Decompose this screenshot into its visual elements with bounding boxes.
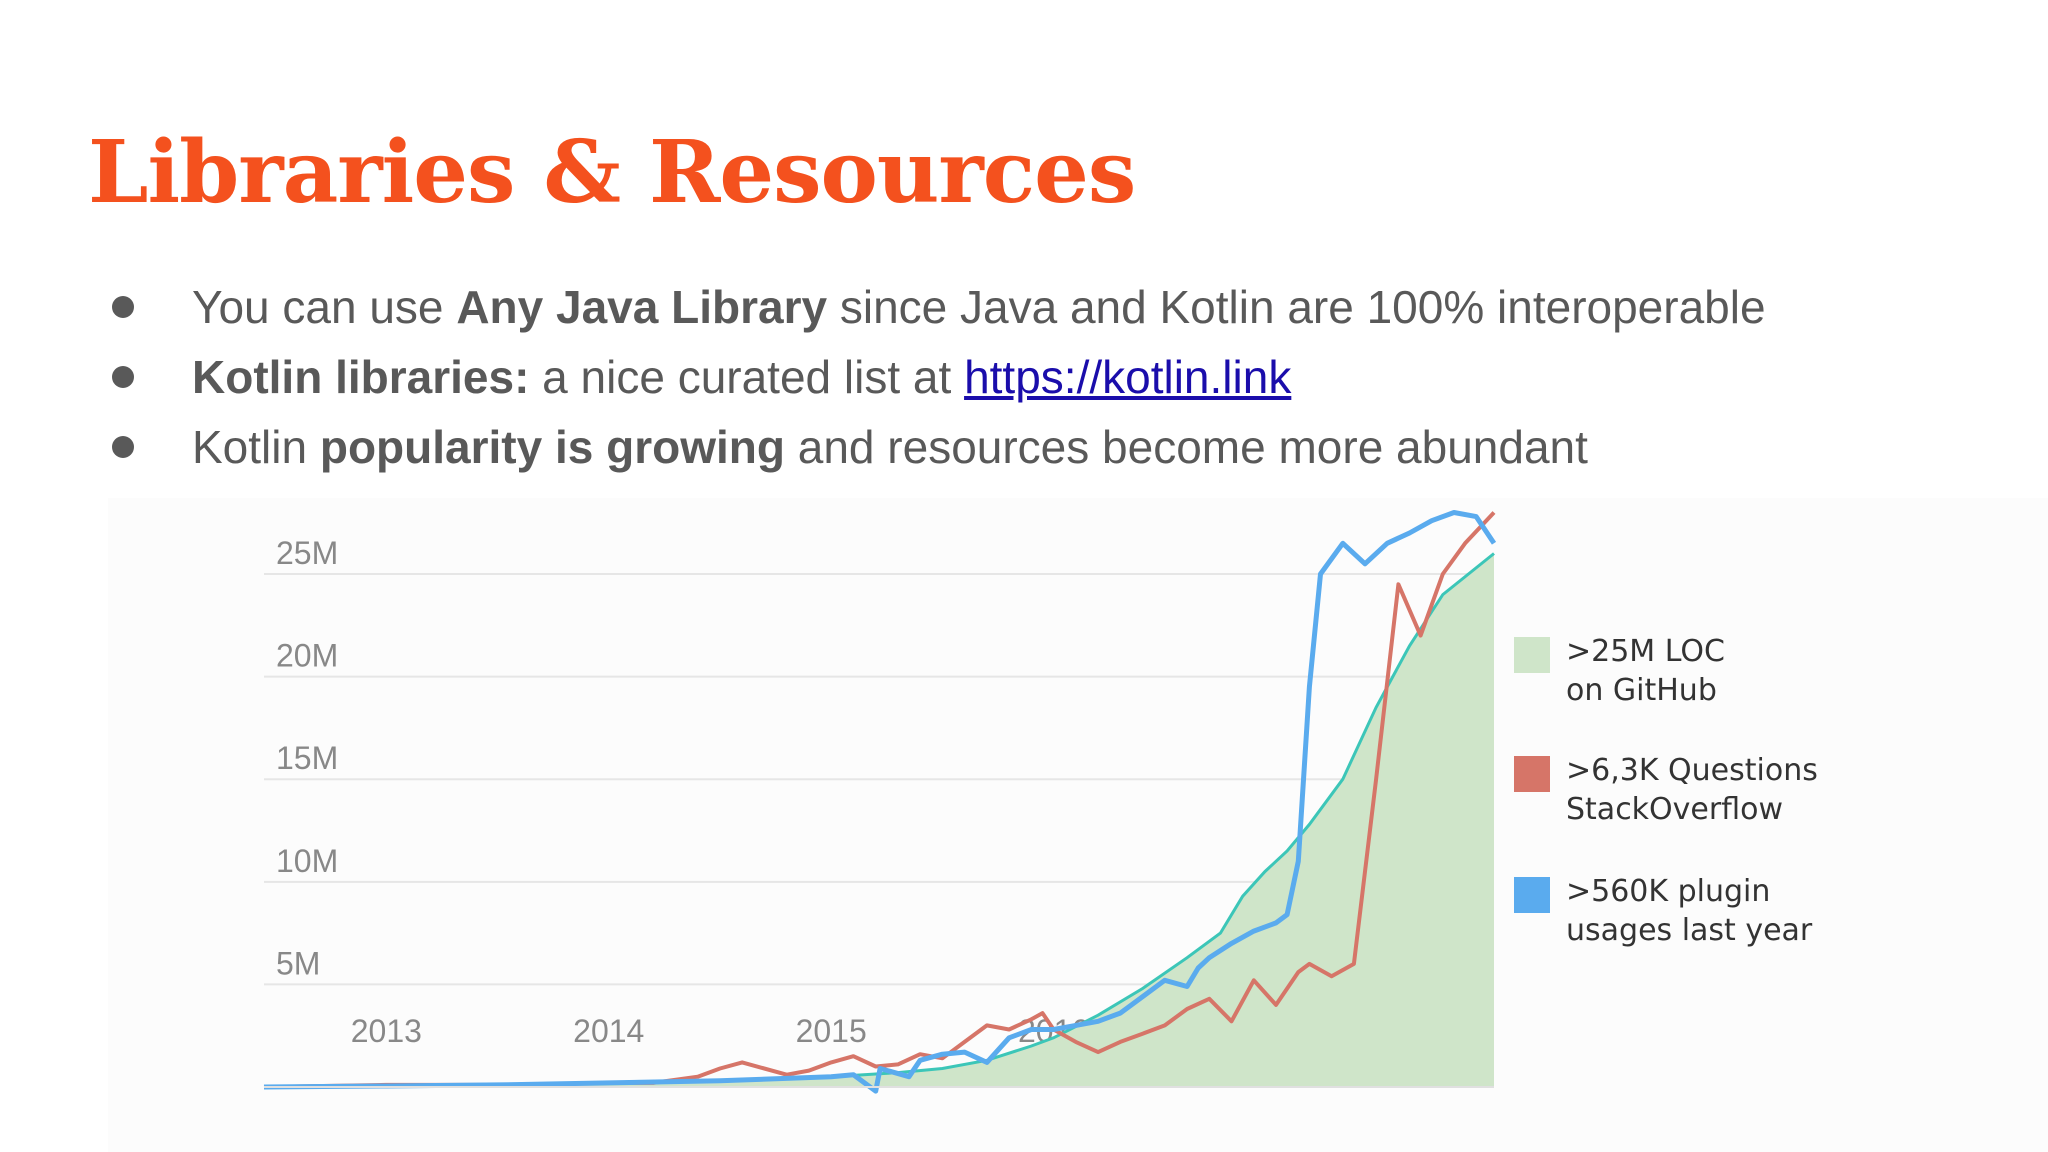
bullet-list: You can use Any Java Library since Java … [0, 272, 2048, 482]
bullet-text-part: You can use [192, 281, 457, 333]
bullet-text: Kotlin libraries: a nice curated list at… [192, 342, 1291, 412]
bullet-dot-icon [112, 366, 134, 388]
series-line [263, 510, 1497, 1094]
bullet-item: You can use Any Java Library since Java … [0, 272, 2048, 342]
y-tick-label: 25M [276, 535, 338, 571]
popularity-chart: 5M10M15M20M25M20132014201520162017>25M L… [263, 510, 1818, 1094]
y-tick-label: 5M [276, 945, 320, 981]
y-tick-label: 20M [276, 638, 338, 674]
legend-swatch [1514, 756, 1550, 792]
legend-swatch [1514, 637, 1550, 673]
bullet-text-part: a nice curated list at [529, 351, 965, 403]
legend-label: usages last year [1566, 913, 1813, 948]
legend-label: >560K plugin [1566, 874, 1770, 909]
legend-label: >6,3K Questions [1566, 753, 1818, 788]
bullet-dot-icon [112, 296, 134, 318]
chart-panel: 5M10M15M20M25M20132014201520162017>25M L… [108, 498, 2048, 1152]
slide-title: Libraries & Resources [88, 122, 1136, 223]
series-line [263, 511, 1496, 1089]
bullet-emphasis: Kotlin libraries: [192, 351, 530, 403]
series-area-fill [264, 553, 1494, 1087]
bullet-text: You can use Any Java Library since Java … [192, 272, 1766, 342]
bullet-text-part: since Java and Kotlin are 100% interoper… [827, 281, 1766, 333]
bullet-dot-icon [112, 436, 134, 458]
bullet-item: Kotlin libraries: a nice curated list at… [0, 342, 2048, 412]
bullet-emphasis: Any Java Library [456, 281, 828, 333]
bullet-emphasis: popularity is growing [319, 421, 785, 473]
y-tick-label: 10M [276, 843, 338, 879]
bullet-text-part: and resources become more abundant [784, 421, 1588, 473]
x-tick-label: 2013 [351, 1013, 422, 1049]
y-tick-label: 15M [276, 740, 338, 776]
x-tick-label: 2015 [796, 1013, 867, 1049]
bullet-item: Kotlin popularity is growing and resourc… [0, 412, 2048, 482]
legend-label: on GitHub [1566, 673, 1717, 708]
kotlin-link[interactable]: https://kotlin.link [964, 351, 1292, 403]
bullet-text: Kotlin popularity is growing and resourc… [192, 412, 1588, 482]
legend-label: >25M LOC [1566, 634, 1725, 669]
legend-swatch [1514, 877, 1550, 913]
bullet-text-part: Kotlin [192, 421, 320, 473]
legend-label: StackOverflow [1566, 792, 1783, 827]
x-tick-label: 2014 [573, 1013, 644, 1049]
